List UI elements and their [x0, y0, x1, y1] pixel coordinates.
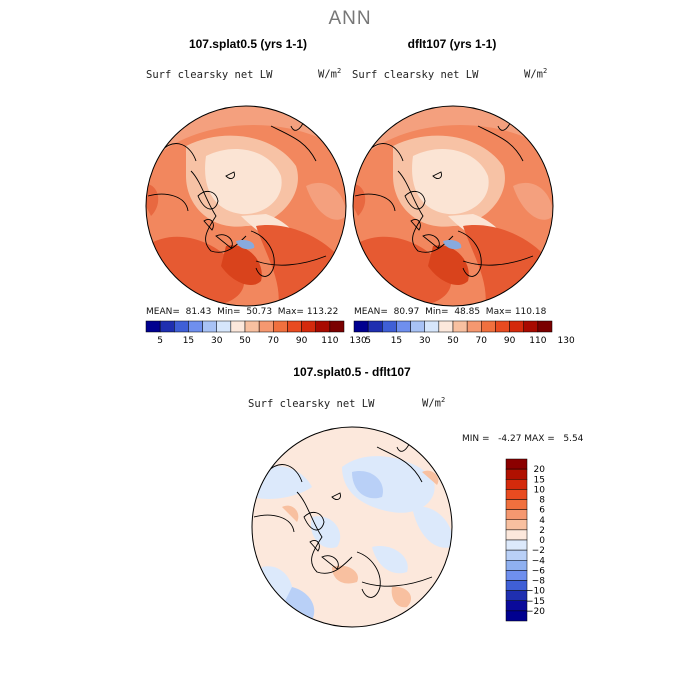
colorbar-swatch	[505, 479, 528, 490]
difference-map-border	[251, 426, 453, 628]
colorbar-tick-label: 50	[239, 336, 251, 346]
colorbar-swatch	[424, 320, 440, 333]
colorbar-swatch	[505, 468, 528, 480]
colorbar-swatch	[396, 320, 411, 333]
colorbar-swatch	[505, 529, 528, 541]
colorbar-swatch	[287, 320, 302, 333]
panel-1-stats: MEAN= 81.43 Min= 50.73 Max= 113.22	[146, 307, 339, 317]
colorbar-tick-label: 15	[391, 336, 402, 346]
difference-variable-label: Surf clearsky net LW	[248, 398, 375, 410]
colorbar-tick-label: 10	[534, 485, 546, 495]
colorbar-tick-label: 30	[211, 336, 223, 346]
colorbar-tick-label: 130	[350, 336, 367, 346]
colorbar-swatch	[244, 320, 260, 333]
colorbar-tick-label: 5	[365, 336, 371, 346]
colorbar-tick-label: 5	[157, 336, 163, 346]
colorbar-swatch	[505, 600, 528, 612]
difference-minmax: MIN = -4.27 MAX = 5.54	[462, 434, 584, 444]
panel-1-map-border	[145, 105, 347, 307]
colorbar-tick-label: −4	[532, 556, 546, 566]
colorbar-tick-label: 4	[539, 516, 545, 526]
colorbar-swatch	[509, 320, 524, 333]
colorbar-swatch	[505, 539, 528, 551]
difference-map	[252, 427, 452, 627]
colorbar-swatch	[481, 320, 496, 333]
colorbar-tick-label: −2	[532, 546, 545, 556]
panel-2-title: dflt107 (yrs 1-1)	[407, 37, 497, 51]
colorbar-tick-label: 15	[534, 475, 545, 485]
colorbar-swatch	[202, 320, 217, 333]
colorbar-swatch	[410, 320, 425, 333]
colorbar-swatch	[505, 458, 528, 470]
colorbar-tick-label: 6	[539, 506, 545, 516]
colorbar-tick-label: 90	[296, 336, 308, 346]
colorbar-swatch	[537, 320, 553, 333]
colorbar-tick-label: 15	[183, 336, 194, 346]
colorbar-swatch	[495, 320, 510, 333]
colorbar-swatch	[301, 320, 316, 333]
colorbar-swatch	[505, 590, 528, 601]
colorbar-swatch	[466, 320, 482, 333]
colorbar-swatch	[505, 610, 528, 622]
colorbar-tick-label: 20	[534, 465, 546, 475]
colorbar-tick-label: 110	[321, 336, 338, 346]
colorbar-swatch	[159, 320, 175, 333]
colorbar-swatch	[505, 499, 528, 510]
difference-units: W/m2	[422, 396, 446, 410]
colorbar-tick-label: 8	[539, 496, 545, 506]
colorbar-swatch	[505, 560, 528, 571]
panel-1-title: 107.splat0.5 (yrs 1-1)	[188, 37, 308, 51]
page-title: ANN	[328, 8, 372, 29]
panel-1-variable-label: Surf clearsky net LW	[146, 69, 273, 81]
colorbar-swatch	[505, 580, 528, 591]
colorbar-tick-label: −20	[526, 607, 545, 617]
colorbar-swatch	[452, 320, 468, 333]
colorbar-swatch	[353, 320, 369, 333]
colorbar-tick-label: 90	[504, 336, 516, 346]
colorbar-swatch	[438, 320, 454, 333]
colorbar-swatch	[505, 489, 528, 500]
colorbar-swatch	[523, 320, 539, 333]
panel-2-units: W/m2	[524, 67, 548, 81]
colorbar-swatch	[505, 570, 528, 581]
colorbar-swatch	[315, 320, 331, 333]
colorbar-panel-1: 5 15 30 50 70 90 110 130	[145, 320, 367, 346]
colorbar-swatch	[273, 320, 288, 333]
colorbar-tick-label: 30	[419, 336, 431, 346]
colorbar-swatch	[145, 320, 161, 333]
colorbar-tick-label: −15	[526, 597, 545, 607]
colorbar-swatch	[382, 320, 397, 333]
colorbar-tick-label: 2	[539, 526, 545, 536]
panel-2-map	[353, 106, 553, 306]
colorbar-swatch	[367, 320, 383, 333]
colorbar-swatch	[505, 509, 528, 520]
colorbar-tick-label: 70	[268, 336, 280, 346]
panel-2-variable-label: Surf clearsky net LW	[352, 69, 479, 81]
colorbar-swatch	[329, 320, 345, 333]
colorbar-tick-label: −8	[532, 577, 546, 587]
colorbar-tick-label: 50	[447, 336, 459, 346]
panel-2-map-border	[352, 105, 554, 307]
colorbar-swatch	[216, 320, 232, 333]
colorbar-panel-2: 5 15 30 50 70 90 110 130	[353, 320, 575, 346]
colorbar-tick-label: 110	[529, 336, 546, 346]
colorbar-swatch	[230, 320, 246, 333]
panel-2-stats: MEAN= 80.97 Min= 48.85 Max= 110.18	[354, 307, 547, 317]
panel-1-map	[146, 106, 346, 306]
colorbar-swatch	[258, 320, 274, 333]
colorbar-tick-label: 130	[558, 336, 575, 346]
panel-1-units: W/m2	[318, 67, 342, 81]
colorbar-tick-label: 70	[476, 336, 488, 346]
colorbar-swatch	[174, 320, 189, 333]
colorbar-swatch	[505, 519, 528, 531]
colorbar-tick-label: 0	[539, 536, 545, 546]
colorbar-tick-label: −6	[532, 566, 546, 576]
colorbar-tick-label: −10	[526, 587, 545, 597]
difference-title: 107.splat0.5 - dflt107	[293, 365, 411, 379]
colorbar-swatch	[188, 320, 203, 333]
colorbar-swatch	[505, 549, 528, 561]
